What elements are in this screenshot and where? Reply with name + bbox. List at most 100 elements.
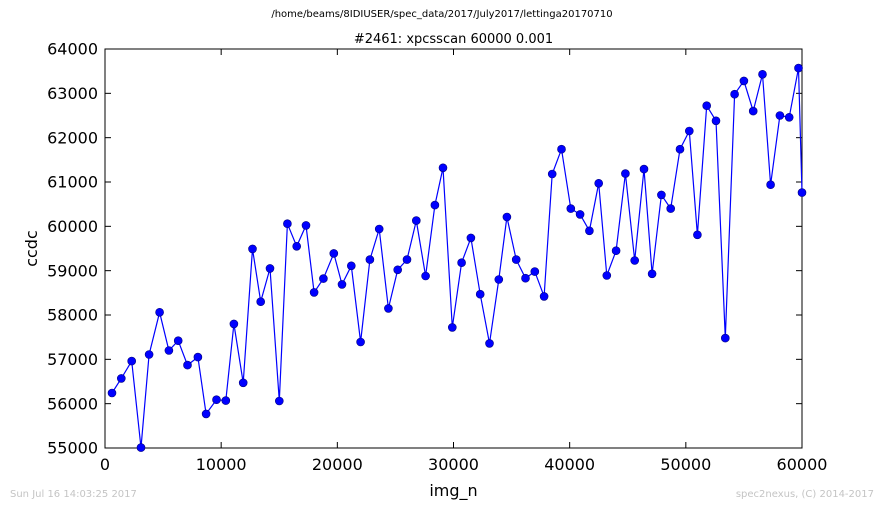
data-point (183, 360, 192, 370)
data-point (457, 258, 466, 268)
y-tick-label: 59000 (47, 261, 98, 280)
data-point (502, 212, 512, 222)
data-point (430, 200, 440, 210)
chart-title: #2461: xpcsscan 60000 0.001 (354, 32, 553, 47)
data-point (657, 190, 666, 200)
data-point (602, 271, 612, 280)
data-point (797, 188, 807, 197)
data-point (301, 221, 311, 230)
data-point (164, 346, 174, 355)
figure-suptitle: /home/beams/8IDIUSER/spec_data/2017/July… (271, 9, 613, 20)
data-point (730, 89, 739, 99)
data-point (384, 304, 393, 313)
data-point (466, 233, 476, 243)
data-point (766, 180, 775, 189)
data-point (229, 319, 239, 329)
footer-timestamp: Sun Jul 16 14:03:25 2017 (10, 489, 137, 500)
data-point (611, 246, 621, 255)
data-point (475, 289, 485, 299)
data-point (173, 336, 183, 346)
data-point (630, 256, 640, 265)
data-point (393, 265, 403, 275)
data-point (221, 396, 231, 405)
data-point (117, 374, 126, 383)
series-markers (107, 63, 807, 452)
data-point (494, 275, 504, 284)
data-point (739, 76, 749, 86)
data-point (758, 70, 767, 79)
data-point (684, 126, 694, 136)
data-point (292, 242, 302, 251)
data-point (248, 244, 257, 254)
x-tick-label: 0 (100, 455, 110, 474)
data-point (621, 169, 630, 178)
x-tick-label: 20000 (312, 455, 363, 474)
footer-credit: spec2nexus, (C) 2014-2017 (735, 489, 874, 500)
data-point (575, 210, 585, 219)
y-tick-label: 62000 (47, 128, 98, 147)
data-point (675, 144, 685, 154)
data-point (238, 378, 248, 388)
data-point (784, 113, 794, 122)
data-point (711, 116, 721, 126)
y-tick-label: 58000 (47, 306, 98, 325)
data-point (155, 307, 164, 317)
data-point (107, 388, 117, 398)
data-point (193, 352, 203, 362)
data-point (511, 255, 521, 264)
data-point (693, 230, 702, 240)
y-tick-label: 56000 (47, 394, 98, 413)
data-point (329, 249, 339, 258)
data-point (212, 395, 221, 405)
data-point (566, 204, 576, 213)
data-point (594, 179, 604, 188)
x-tick-label: 30000 (428, 455, 479, 474)
data-point (283, 219, 292, 228)
data-point (144, 350, 154, 359)
x-axis-label: img_n (429, 481, 477, 501)
y-tick-label: 57000 (47, 350, 98, 369)
data-point (136, 443, 146, 452)
y-tick-label: 64000 (47, 40, 98, 59)
x-tick-label: 50000 (660, 455, 711, 474)
y-tick-label: 63000 (47, 84, 98, 103)
plot-frame (104, 48, 803, 449)
data-point (256, 297, 266, 307)
data-point (374, 224, 384, 234)
data-point (539, 292, 549, 301)
data-point (201, 409, 211, 419)
data-point (794, 63, 803, 73)
data-point (365, 255, 375, 264)
data-point (337, 280, 347, 289)
y-axis-label: ccdc (22, 230, 41, 267)
data-point (411, 216, 421, 225)
x-tick-label: 60000 (777, 455, 828, 474)
data-point (485, 339, 494, 348)
data-point (265, 264, 275, 273)
data-point (421, 271, 430, 281)
y-tick-label: 61000 (47, 173, 98, 192)
data-point (530, 267, 540, 276)
data-point (274, 396, 284, 406)
data-point (720, 333, 730, 343)
data-point (647, 269, 657, 279)
data-point (639, 164, 649, 174)
axis-ticks (104, 48, 803, 449)
axis-tick-labels: 0 10000 20000 30000 40000 50000 60000 55000 5600… (47, 40, 827, 474)
data-point (402, 255, 412, 264)
y-tick-label: 60000 (47, 217, 98, 236)
data-point (748, 106, 758, 116)
x-tick-label: 40000 (544, 455, 595, 474)
data-point (438, 163, 448, 173)
data-point (127, 356, 136, 366)
y-tick-label: 55000 (47, 439, 98, 458)
data-point (521, 273, 530, 283)
data-point (585, 226, 594, 236)
data-point (666, 204, 676, 213)
data-point (702, 101, 712, 110)
data-point (356, 337, 365, 347)
x-tick-label: 10000 (196, 455, 247, 474)
data-point (447, 323, 457, 332)
data-point (319, 274, 328, 283)
